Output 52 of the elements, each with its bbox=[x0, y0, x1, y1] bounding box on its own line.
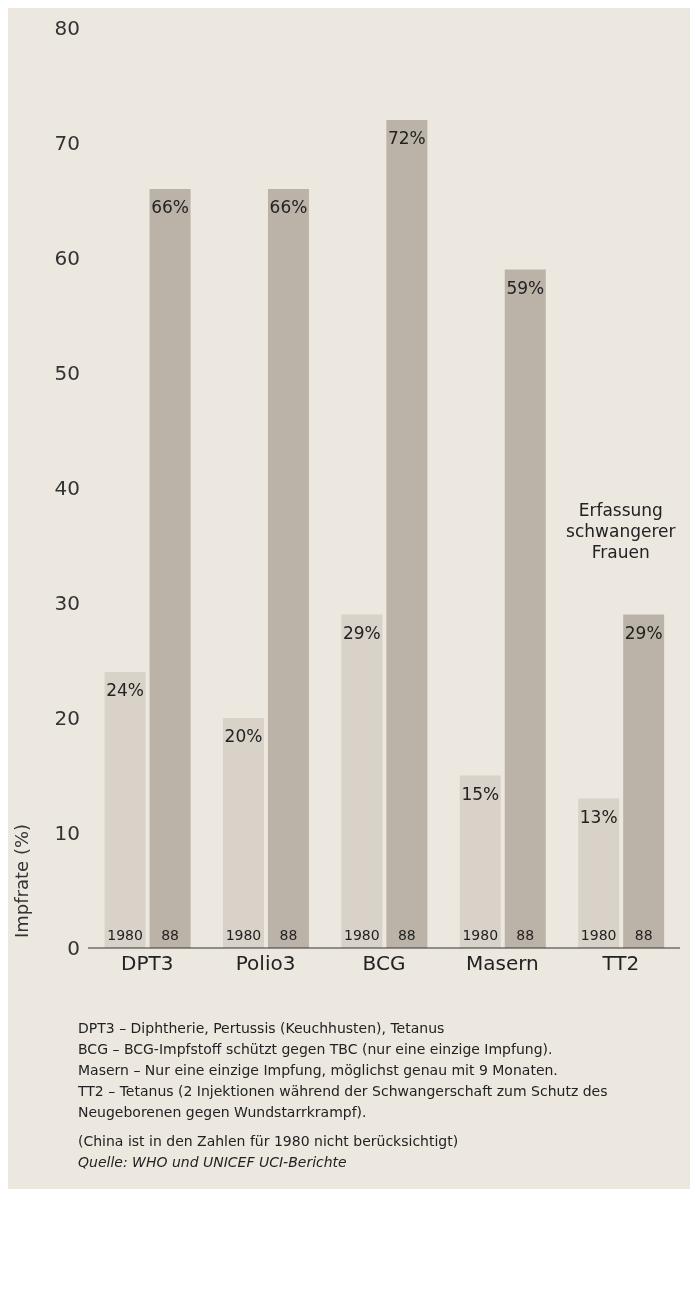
data-label: 15% bbox=[461, 783, 500, 804]
text: 1980 bbox=[107, 927, 143, 943]
bar bbox=[104, 672, 146, 948]
y-tick-label: 60 bbox=[54, 246, 80, 271]
data-label: 29% bbox=[624, 622, 663, 643]
bar bbox=[623, 614, 665, 948]
text: 88 bbox=[279, 927, 298, 943]
text: BCG – BCG-Impfstoff schützt gegen TBC (nur eine einzige Impfung). bbox=[78, 1040, 554, 1059]
bar bbox=[459, 775, 501, 948]
data-label: 20% bbox=[224, 726, 263, 746]
bar bbox=[504, 269, 546, 948]
data-label: 66% bbox=[151, 197, 189, 217]
source-note: Quelle: WHO und UNICEF UCI-Berichte bbox=[78, 1153, 348, 1172]
text: Masern – Nur eine einzige Impfung, möglichst genau mit 9 Monaten. bbox=[78, 1061, 559, 1080]
x-tick-label: BCG bbox=[362, 951, 406, 976]
bar bbox=[267, 189, 309, 948]
text: 1980 bbox=[344, 927, 380, 943]
text: 1980 bbox=[580, 927, 617, 943]
x-tick-label: Polio3 bbox=[235, 951, 296, 976]
text: DPT3 – Diphtherie, Pertussis (Keuchhusten), Tetanus bbox=[78, 1019, 446, 1038]
y-tick-label: 50 bbox=[54, 361, 80, 386]
y-tick-label: 30 bbox=[54, 591, 80, 616]
annotation: Erfassung schwangerer Frauen bbox=[566, 499, 676, 562]
y-tick-label: 70 bbox=[54, 131, 80, 156]
data-label: 24% bbox=[106, 680, 144, 700]
bar bbox=[341, 614, 383, 948]
text: 1980 bbox=[225, 927, 262, 943]
y-tick-label: 40 bbox=[54, 476, 80, 501]
data-label: 13% bbox=[579, 806, 618, 827]
x-tick-label: Masern bbox=[466, 951, 539, 976]
data-label: 66% bbox=[269, 197, 308, 217]
series-label: 1980 bbox=[462, 927, 499, 943]
y-tick-label: 0 bbox=[67, 936, 80, 961]
bar bbox=[149, 189, 191, 948]
text: 88 bbox=[516, 927, 535, 943]
bar bbox=[222, 718, 264, 948]
text: (China ist in den Zahlen für 1980 nicht berücksichtigt) bbox=[78, 1132, 460, 1151]
y-axis-title: Impfrate (%) bbox=[11, 823, 32, 938]
series-label: 88 bbox=[161, 927, 179, 943]
y-tick-label: 10 bbox=[54, 821, 80, 846]
text: 88 bbox=[397, 927, 416, 943]
text: TT2 – Tetanus (2 Injektionen während der Schwangerschaft zum Schutz des Neugeborenen gegen Wundstarrkrampf). bbox=[78, 1082, 609, 1122]
bar bbox=[386, 120, 428, 948]
bar bbox=[578, 798, 620, 948]
data-label: 59% bbox=[506, 277, 545, 298]
x-tick-label: TT2 bbox=[601, 951, 640, 976]
x-tick-label: DPT3 bbox=[121, 951, 174, 976]
data-label: 29% bbox=[342, 622, 381, 643]
y-tick-label: 80 bbox=[54, 16, 80, 41]
y-tick-label: 20 bbox=[54, 706, 80, 731]
text: 88 bbox=[634, 927, 653, 943]
data-label: 72% bbox=[387, 128, 426, 148]
